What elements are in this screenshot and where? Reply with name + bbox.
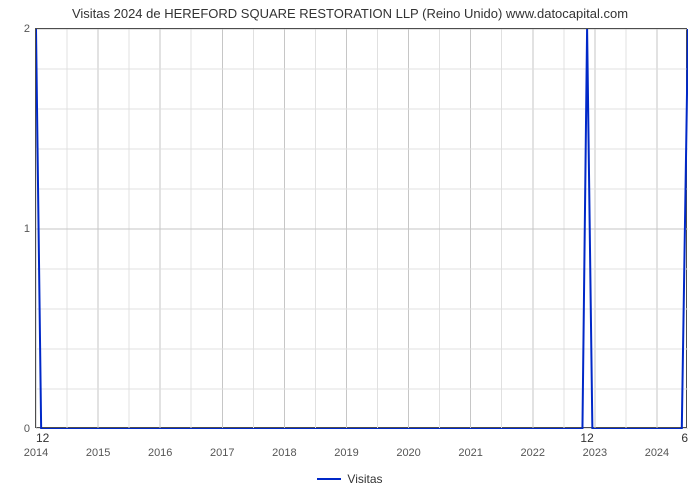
- series-line: [36, 29, 688, 429]
- x-tick-label: 2020: [396, 427, 420, 459]
- x-tick-label: 2015: [86, 427, 110, 459]
- x-tick-label: 2019: [334, 427, 358, 459]
- data-point-label: 6: [681, 431, 688, 445]
- x-tick-label: 2022: [521, 427, 545, 459]
- legend: Visitas: [0, 472, 700, 486]
- y-tick-label: 0: [24, 423, 36, 435]
- y-tick-label: 2: [24, 23, 36, 35]
- x-tick-label: 2016: [148, 427, 172, 459]
- chart-title: Visitas 2024 de HEREFORD SQUARE RESTORAT…: [0, 6, 700, 21]
- data-point-label: 12: [580, 431, 593, 445]
- data-point-label: 12: [36, 431, 49, 445]
- x-tick-label: 2021: [458, 427, 482, 459]
- legend-swatch: [317, 478, 341, 480]
- x-tick-label: 2024: [645, 427, 669, 459]
- x-tick-label: 2017: [210, 427, 234, 459]
- plot-area: 2014201520162017201820192020202120222023…: [35, 28, 687, 428]
- legend-label: Visitas: [347, 472, 382, 486]
- y-tick-label: 1: [24, 223, 36, 235]
- x-tick-label: 2018: [272, 427, 296, 459]
